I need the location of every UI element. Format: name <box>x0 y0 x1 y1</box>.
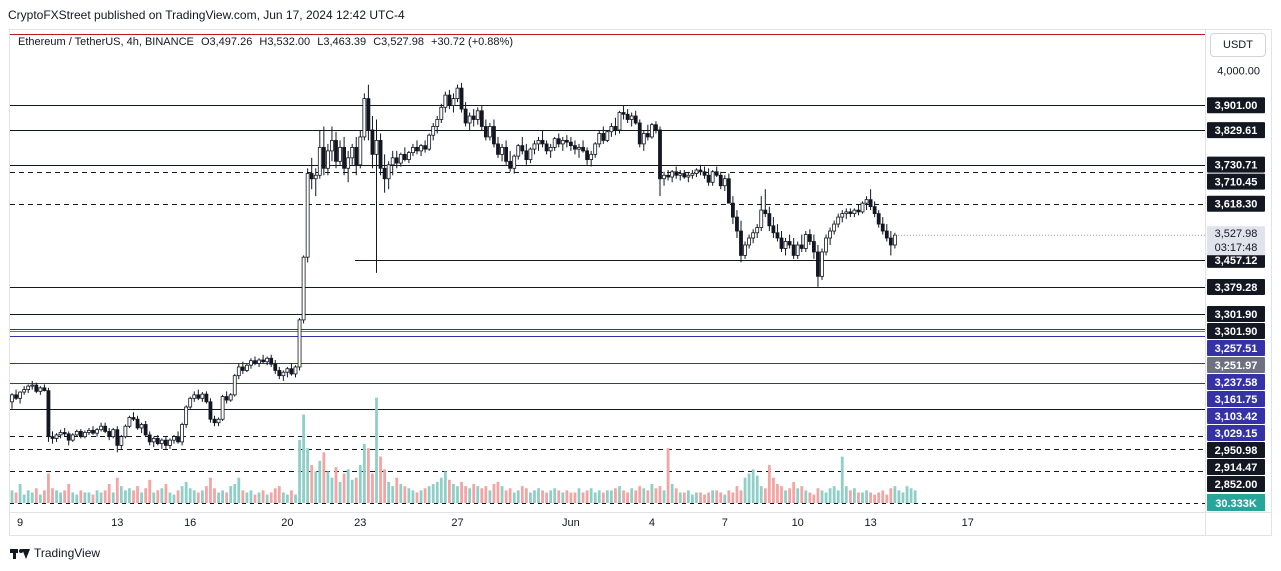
tradingview-brand: TradingView <box>34 546 101 560</box>
tradingview-logo-icon <box>10 547 30 559</box>
ohlc-high: H3,532.00 <box>259 36 311 48</box>
price-change: +30.72 (+0.88%) <box>431 36 513 48</box>
ohlc-open: O3,497.26 <box>200 36 253 48</box>
ohlc-low: L3,463.39 <box>317 36 367 48</box>
tradingview-footer: TradingView <box>10 546 100 560</box>
symbol-name[interactable]: Ethereum / TetherUS, 4h, BINANCE <box>18 36 194 48</box>
publisher-header: CryptoFXStreet published on TradingView.… <box>8 8 405 22</box>
symbol-legend: Ethereum / TetherUS, 4h, BINANCE O3,497.… <box>18 36 517 48</box>
chart-frame <box>9 29 1272 536</box>
currency-button[interactable]: USDT <box>1210 33 1266 57</box>
ohlc-close: C3,527.98 <box>373 36 424 48</box>
